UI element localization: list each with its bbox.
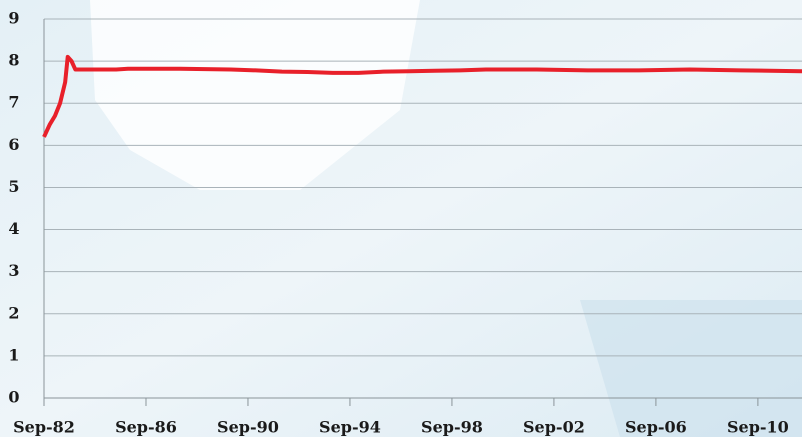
x-tick-label: Sep-94 [319,418,381,437]
x-tick-label: Sep-98 [421,418,483,437]
x-tick-label: Sep-90 [217,418,279,437]
x-tick-label: Sep-06 [625,418,687,437]
y-tick-label: 5 [8,177,19,196]
y-tick-label: 8 [8,51,19,70]
y-tick-label: 4 [8,219,19,238]
y-tick-label: 7 [8,93,19,112]
x-tick-label: Sep-82 [13,418,75,437]
y-tick-label: 0 [8,388,19,407]
y-tick-label: 1 [8,345,19,364]
x-tick-label: Sep-10 [727,418,789,437]
x-tick-label: Sep-86 [115,418,177,437]
y-tick-label: 3 [8,261,19,280]
y-tick-label: 2 [8,303,19,322]
page: {"chart_data": {"type": "line", "x": [19… [0,0,802,437]
chart: 0 1 2 3 4 5 6 7 8 9 Sep-82 Sep-86 Sep-90 Sep-94 Sep-98… [0,0,802,437]
y-tick-label: 6 [8,135,19,154]
y-tick-label: 9 [8,9,19,28]
x-tick-label: Sep-02 [523,418,585,437]
